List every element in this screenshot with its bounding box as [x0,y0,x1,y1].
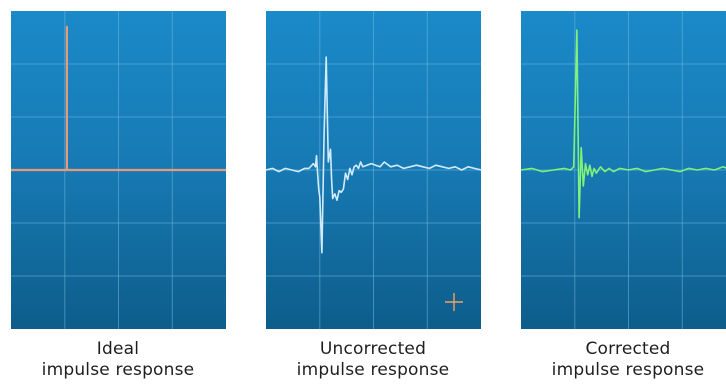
uncorrected-impulse-svg [266,11,481,329]
uncorrected-impulse-plot [266,11,481,329]
corrected-caption-line2: impulse response [551,360,705,380]
ideal-impulse-svg [11,11,226,329]
corrected-caption-line1: Corrected [585,339,671,359]
uncorrected-caption-line2: impulse response [296,360,450,380]
corrected-impulse-svg [521,11,726,329]
ideal-caption-line2: impulse response [41,360,195,380]
ideal-caption: Ideal impulse response [0,339,238,381]
corrected-impulse-trace [521,29,726,219]
uncorrected-caption-line1: Uncorrected [319,339,427,359]
ideal-impulse-plot [11,11,226,329]
ideal-caption-line1: Ideal [96,339,140,359]
corrected-impulse-plot [521,11,726,329]
ideal-impulse-trace [11,25,226,172]
uncorrected-caption: Uncorrected impulse response [253,339,493,381]
uncorrected-impulse-trace [266,56,481,254]
corrected-caption: Corrected impulse response [508,339,726,381]
